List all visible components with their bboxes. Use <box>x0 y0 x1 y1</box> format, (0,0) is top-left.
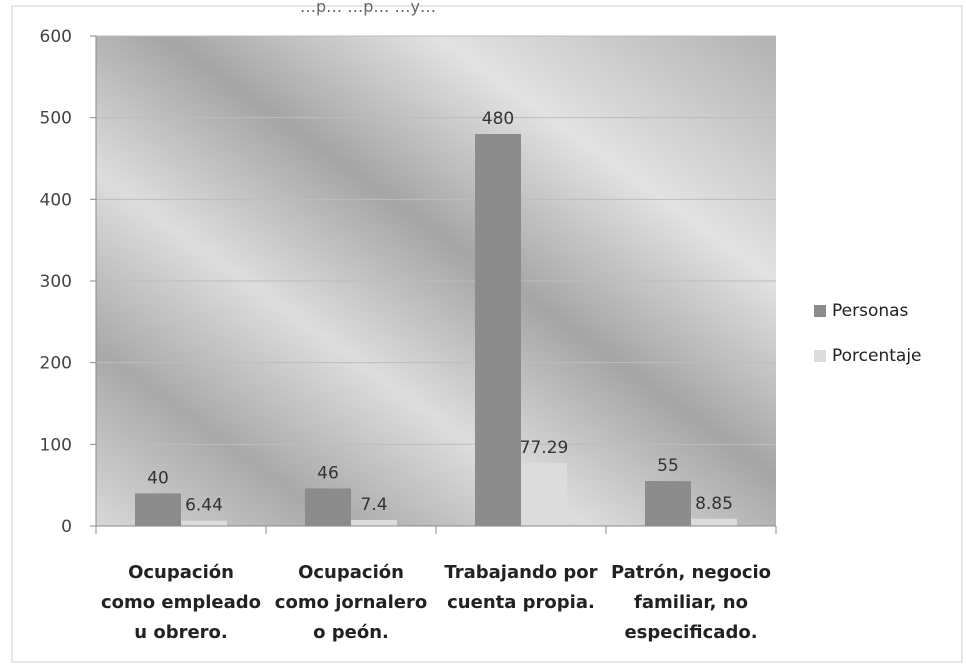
x-tick-label: como jornalero <box>275 592 427 613</box>
data-label: 7.4 <box>360 495 387 515</box>
legend-swatch-porcentaje <box>814 350 826 362</box>
legend-label-porcentaje: Porcentaje <box>832 346 922 366</box>
bar-personas-0 <box>135 493 181 526</box>
y-tick-label: 200 <box>40 354 72 374</box>
y-tick-label: 600 <box>40 27 72 47</box>
y-tick-label: 0 <box>61 517 72 537</box>
y-tick-label: 300 <box>40 272 72 292</box>
x-tick-label: Trabajando por <box>444 562 597 583</box>
y-tick-label: 500 <box>40 109 72 129</box>
x-tick-label: Patrón, negocio <box>611 562 771 583</box>
bar-porcentaje-3 <box>691 518 737 526</box>
data-label: 480 <box>482 109 514 129</box>
y-axis: 0 100 200 300 400 500 600 <box>40 27 97 537</box>
data-label: 46 <box>317 463 339 483</box>
x-tick-label: cuenta propia. <box>447 592 595 613</box>
top-caption: …p… …p… …y… <box>300 0 436 16</box>
bar-personas-1 <box>305 488 351 526</box>
x-tick-label: familiar, no <box>634 592 748 613</box>
bar-personas-2 <box>475 134 521 526</box>
chart-frame <box>11 5 963 663</box>
x-axis: Ocupación como empleado u obrero. Ocupación… <box>95 525 777 643</box>
legend-label-personas: Personas <box>832 301 909 321</box>
x-tick-label: como empleado <box>101 592 261 613</box>
bar-porcentaje-1 <box>351 519 397 526</box>
x-tick-label: especificado. <box>624 622 757 643</box>
bar-porcentaje-2 <box>521 462 567 526</box>
data-label: 77.29 <box>520 438 569 458</box>
data-label: 55 <box>657 456 679 476</box>
legend-swatch-personas <box>814 305 826 317</box>
data-label: 40 <box>147 468 169 488</box>
gridlines <box>96 35 776 445</box>
data-label: 8.85 <box>695 494 733 514</box>
y-tick-label: 100 <box>40 435 72 455</box>
bars: 40 6.44 46 7.4 480 77.29 55 8.85 <box>135 109 737 526</box>
x-tick-label: Ocupación <box>298 562 404 583</box>
x-tick-label: o peón. <box>313 622 389 643</box>
bar-porcentaje-0 <box>181 520 227 526</box>
bar-personas-3 <box>645 481 691 526</box>
x-tick-label: Ocupación <box>128 562 234 583</box>
data-label: 6.44 <box>185 496 223 516</box>
x-tick-label: u obrero. <box>134 622 228 643</box>
legend: Personas Porcentaje <box>814 301 922 366</box>
y-tick-label: 400 <box>40 190 72 210</box>
